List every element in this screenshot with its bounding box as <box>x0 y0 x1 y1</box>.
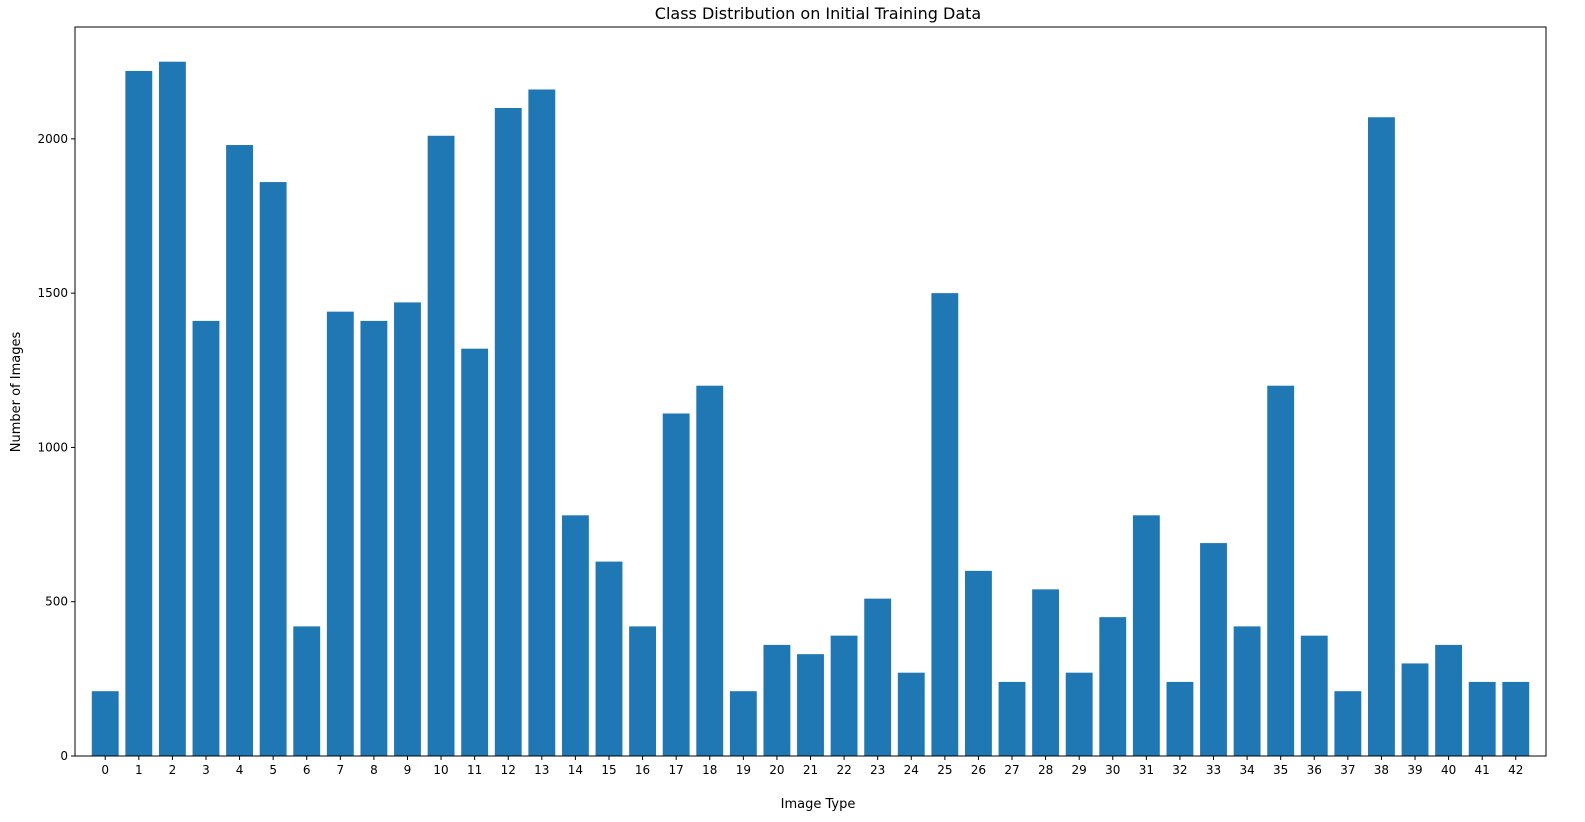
x-tick-label: 16 <box>635 763 650 777</box>
bar-0 <box>91 691 119 756</box>
x-tick-label: 11 <box>467 763 482 777</box>
x-tick-label: 39 <box>1407 763 1422 777</box>
bar-1 <box>125 70 153 757</box>
x-tick-label: 33 <box>1206 763 1221 777</box>
x-tick-label: 14 <box>568 763 583 777</box>
bar-20 <box>763 644 791 756</box>
chart-title: Class Distribution on Initial Training D… <box>655 4 981 23</box>
plot-frame <box>74 26 1547 757</box>
x-tick-label: 0 <box>101 763 109 777</box>
bar-39 <box>1401 663 1429 756</box>
bar-36 <box>1300 635 1328 756</box>
bar-26 <box>964 570 992 756</box>
x-tick-label: 21 <box>803 763 818 777</box>
bar-41 <box>1468 681 1496 756</box>
bar-5 <box>259 182 287 756</box>
bar-6 <box>293 626 321 756</box>
y-tick-label: 0 <box>60 749 68 763</box>
x-axis-label: Image Type <box>781 797 856 812</box>
x-tick-label: 26 <box>971 763 986 777</box>
x-tick-label: 15 <box>601 763 616 777</box>
bar-38 <box>1368 117 1395 756</box>
x-tick-label: 32 <box>1172 763 1187 777</box>
y-axis-ticks: 0 500 1000 1500 2000 <box>37 132 75 763</box>
x-tick-label: 2 <box>169 763 177 777</box>
x-tick-label: 37 <box>1340 763 1355 777</box>
bar-35 <box>1267 385 1295 756</box>
bar-7 <box>326 311 354 756</box>
x-tick-label: 28 <box>1038 763 1053 777</box>
x-tick-label: 29 <box>1072 763 1087 777</box>
bar-19 <box>729 691 757 756</box>
x-axis-ticks: 0 1 2 3 4 5 6 7 8 9 10 11 12 13 14 15 16 17 18 19 20 21 22 23 24… <box>101 756 1523 777</box>
bar-14 <box>561 515 589 756</box>
bar-17 <box>662 413 690 756</box>
bar-9 <box>394 302 421 756</box>
x-tick-label: 1 <box>135 763 143 777</box>
bar-10 <box>427 135 455 756</box>
y-tick-label: 500 <box>45 595 68 609</box>
x-tick-label: 27 <box>1004 763 1019 777</box>
bar-16 <box>629 626 657 756</box>
x-tick-label: 42 <box>1508 763 1523 777</box>
bar-22 <box>830 635 858 756</box>
x-tick-label: 10 <box>433 763 448 777</box>
bar-37 <box>1334 691 1362 756</box>
x-tick-label: 3 <box>202 763 210 777</box>
bar-28 <box>1032 589 1060 756</box>
bar-31 <box>1132 515 1160 756</box>
y-tick-label: 2000 <box>37 132 68 146</box>
x-tick-label: 36 <box>1307 763 1322 777</box>
x-tick-label: 34 <box>1239 763 1254 777</box>
bar-13 <box>528 89 556 757</box>
x-tick-label: 31 <box>1139 763 1154 777</box>
x-tick-label: 25 <box>937 763 952 777</box>
x-tick-label: 7 <box>336 763 344 777</box>
bars-group <box>91 61 1530 757</box>
x-tick-label: 38 <box>1374 763 1389 777</box>
bar-29 <box>1065 672 1093 756</box>
bar-27 <box>998 681 1026 756</box>
bar-8 <box>360 320 388 756</box>
x-tick-label: 40 <box>1441 763 1456 777</box>
x-tick-label: 22 <box>836 763 851 777</box>
x-tick-label: 23 <box>870 763 885 777</box>
x-tick-label: 18 <box>702 763 717 777</box>
bar-3 <box>192 320 220 756</box>
bar-2 <box>158 61 186 756</box>
x-tick-label: 5 <box>269 763 277 777</box>
y-axis-label: Number of Images <box>9 332 24 453</box>
bar-30 <box>1099 617 1127 756</box>
bar-34 <box>1233 626 1261 756</box>
x-tick-label: 13 <box>534 763 549 777</box>
y-tick-label: 1000 <box>37 440 68 454</box>
x-tick-label: 19 <box>736 763 751 777</box>
x-tick-label: 20 <box>769 763 784 777</box>
bar-40 <box>1435 644 1463 756</box>
x-tick-label: 17 <box>669 763 684 777</box>
bar-12 <box>494 108 522 756</box>
x-tick-label: 6 <box>303 763 311 777</box>
x-tick-label: 9 <box>404 763 412 777</box>
bar-32 <box>1166 681 1194 756</box>
bar-33 <box>1200 543 1227 756</box>
bar-25 <box>931 293 959 756</box>
bar-42 <box>1502 681 1530 756</box>
bar-24 <box>897 672 925 756</box>
x-tick-label: 35 <box>1273 763 1288 777</box>
x-tick-label: 8 <box>370 763 378 777</box>
y-tick-label: 1500 <box>37 286 68 300</box>
bar-18 <box>696 385 724 756</box>
bar-23 <box>864 598 892 756</box>
x-tick-label: 4 <box>236 763 244 777</box>
bar-21 <box>797 654 824 756</box>
bar-15 <box>595 561 623 756</box>
x-tick-label: 12 <box>501 763 516 777</box>
x-tick-label: 24 <box>904 763 919 777</box>
x-tick-label: 41 <box>1475 763 1490 777</box>
bar-11 <box>461 348 489 756</box>
x-tick-label: 30 <box>1105 763 1120 777</box>
bar-4 <box>226 145 253 756</box>
